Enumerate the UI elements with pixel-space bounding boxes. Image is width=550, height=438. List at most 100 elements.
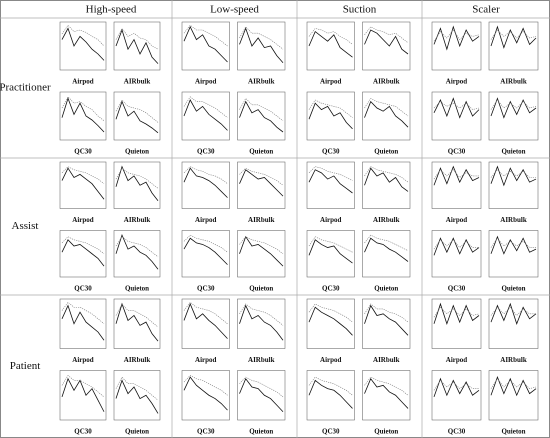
solid-line [239,377,284,413]
dotted-line [115,236,159,258]
dotted-line [239,376,284,398]
solid-line [183,302,228,339]
dotted-line [183,375,228,396]
solid-line [490,25,537,49]
plot-frame [113,298,161,349]
plot-frame [306,21,355,71]
dotted-line [433,169,479,180]
solid-line [490,235,537,255]
subchart-label: QC30 [74,428,92,436]
plot-frame [431,298,482,349]
plot-frame [362,91,411,141]
subchart-label: Quieton [125,148,149,156]
dotted-line [490,99,537,110]
solid-line [115,28,159,64]
subchart-label: Airpod [320,78,342,86]
solid-line [239,235,284,267]
plot-frame [59,298,107,349]
plot-frame [362,161,411,209]
dotted-line [433,29,480,42]
dotted-line [115,167,159,189]
plot-frame [181,91,230,141]
dotted-line [61,374,105,398]
solid-line [433,377,480,398]
subchart-label: AIRbulk [248,216,275,224]
dotted-line [61,96,105,122]
plot-frame [431,161,482,209]
subchart-label: AIRbulk [373,216,400,224]
subchart-label: QC30 [74,148,92,156]
dotted-line [308,236,353,253]
dotted-line [183,234,228,253]
subchart-label: Airpod [195,78,217,86]
dotted-line [239,236,284,254]
subchart-label: QC30 [448,148,466,156]
row-header: Patient [10,360,41,372]
solid-line [61,239,105,267]
solid-line [433,165,480,186]
subchart-label: AIRbulk [500,78,527,86]
solid-line [183,376,228,411]
plot-frame [59,21,107,71]
dotted-line [364,98,409,117]
plot-frame [59,161,107,209]
dotted-line [308,376,353,396]
plot-frame [237,298,286,349]
dotted-line [183,96,228,118]
subchart-label: AIRbulk [248,356,275,364]
solid-line [364,29,409,55]
solid-line [61,304,105,341]
dotted-line [61,301,105,324]
solid-line [115,379,159,414]
solid-line [183,167,228,198]
solid-line [183,99,228,131]
plot-frame [362,298,411,349]
solid-line [490,165,537,187]
subchart-label: Quieton [249,148,273,156]
dotted-line [115,27,159,50]
subchart-label: Quieton [249,428,273,436]
plot-frame [113,161,161,209]
solid-line [308,169,353,194]
subchart-label: Airpod [446,216,468,224]
subchart-label: QC30 [197,285,215,293]
subchart-label: QC30 [197,428,215,436]
solid-line [183,237,228,265]
plot-frame [59,370,107,421]
subchart-label: Airpod [320,356,342,364]
solid-line [433,25,480,51]
plot-frame [306,230,355,278]
dotted-line [183,24,228,47]
solid-line [239,100,284,133]
plot-frame [237,230,286,278]
plot-frame [488,370,539,421]
dotted-line [239,167,284,186]
plot-frame [181,21,230,71]
dotted-line [239,26,284,50]
solid-line [239,27,284,64]
plot-frame [237,370,286,421]
subchart-label: Airpod [72,356,94,364]
subchart-label: Quieton [249,285,273,293]
subchart-label: QC30 [322,428,340,436]
dotted-line [364,26,409,44]
subchart-label: AIRbulk [124,216,151,224]
dotted-line [61,24,105,47]
dotted-line [115,303,159,328]
subchart-label: AIRbulk [373,356,400,364]
subchart-label: Airpod [72,216,94,224]
dotted-line [308,28,353,45]
subchart-label: AIRbulk [500,216,527,224]
subchart-label: Airpod [446,78,468,86]
plot-frame [431,21,482,71]
plot-frame [306,161,355,209]
plot-frame [431,370,482,421]
dotted-line [364,234,409,251]
plot-frame [488,161,539,209]
solid-line [490,375,537,397]
plot-frame [431,230,482,278]
solid-line [61,167,105,200]
plot-frame [306,91,355,141]
dotted-line [433,239,479,250]
dotted-line [183,166,228,184]
